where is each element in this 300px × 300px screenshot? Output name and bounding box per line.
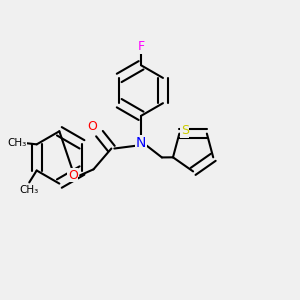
Text: F: F <box>137 40 145 53</box>
Text: CH₃: CH₃ <box>20 185 39 195</box>
Text: S: S <box>181 124 189 137</box>
Text: O: O <box>87 120 97 133</box>
Text: N: N <box>136 136 146 150</box>
Text: CH₃: CH₃ <box>7 138 26 148</box>
Text: O: O <box>68 169 78 182</box>
